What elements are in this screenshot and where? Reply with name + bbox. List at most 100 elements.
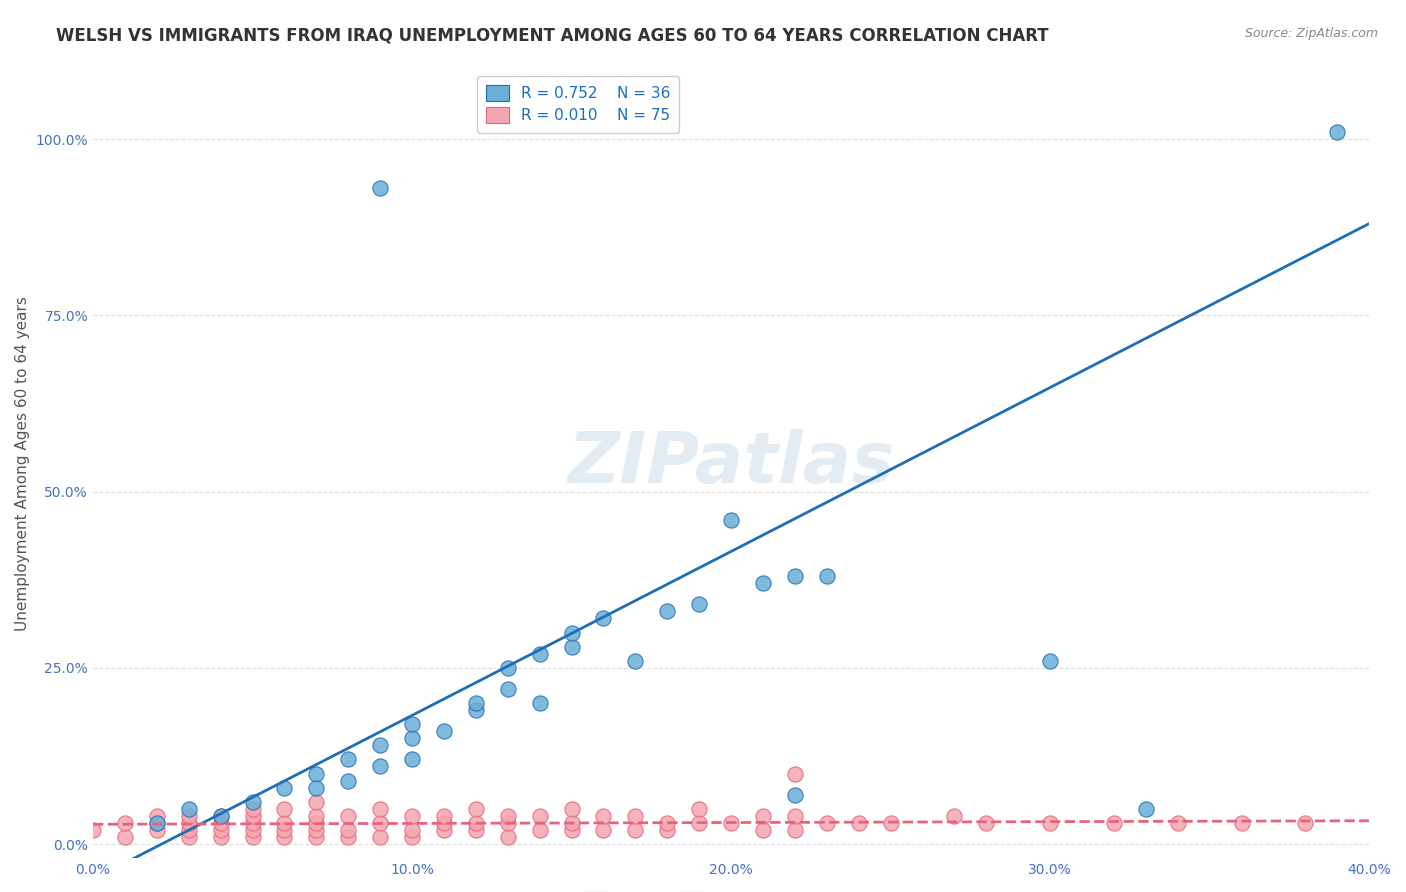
Point [1039, 816, 1062, 830]
Point [720, 816, 742, 830]
Point [1135, 802, 1157, 816]
Point [624, 654, 647, 668]
Point [209, 830, 232, 844]
Point [657, 816, 679, 830]
Text: WELSH VS IMMIGRANTS FROM IRAQ UNEMPLOYMENT AMONG AGES 60 TO 64 YEARS CORRELATION: WELSH VS IMMIGRANTS FROM IRAQ UNEMPLOYME… [56, 27, 1049, 45]
Point [209, 822, 232, 837]
Point [401, 752, 423, 766]
Point [464, 816, 486, 830]
Point [1230, 816, 1253, 830]
Point [1326, 125, 1348, 139]
Point [720, 513, 742, 527]
Point [242, 830, 264, 844]
Point [657, 604, 679, 618]
Point [368, 816, 391, 830]
Point [561, 822, 583, 837]
Point [496, 681, 519, 696]
Point [624, 822, 647, 837]
Point [305, 822, 328, 837]
Point [943, 809, 966, 823]
Point [433, 724, 456, 739]
Point [337, 830, 360, 844]
Point [624, 809, 647, 823]
Point [592, 822, 614, 837]
Point [1167, 816, 1189, 830]
Point [177, 809, 200, 823]
Point [464, 822, 486, 837]
Point [433, 816, 456, 830]
Point [1039, 654, 1062, 668]
Point [82, 822, 104, 837]
Point [146, 816, 169, 830]
Point [305, 795, 328, 809]
Point [561, 816, 583, 830]
Text: ZIPatlas: ZIPatlas [568, 429, 894, 498]
Point [688, 598, 710, 612]
Point [273, 830, 295, 844]
Point [273, 802, 295, 816]
Point [401, 830, 423, 844]
Point [368, 830, 391, 844]
Point [433, 809, 456, 823]
Point [783, 809, 806, 823]
Point [401, 809, 423, 823]
Point [177, 816, 200, 830]
Point [114, 816, 136, 830]
Point [529, 696, 551, 710]
Point [337, 773, 360, 788]
Point [783, 822, 806, 837]
Point [529, 647, 551, 661]
Point [209, 809, 232, 823]
Point [305, 766, 328, 780]
Point [752, 822, 775, 837]
Point [305, 809, 328, 823]
Point [401, 822, 423, 837]
Point [146, 816, 169, 830]
Point [561, 802, 583, 816]
Point [305, 830, 328, 844]
Point [561, 625, 583, 640]
Point [561, 640, 583, 654]
Point [433, 822, 456, 837]
Point [177, 830, 200, 844]
Point [848, 816, 870, 830]
Point [752, 809, 775, 823]
Point [242, 809, 264, 823]
Point [974, 816, 997, 830]
Point [529, 822, 551, 837]
Point [337, 809, 360, 823]
Point [464, 802, 486, 816]
Point [752, 576, 775, 591]
Point [496, 816, 519, 830]
Point [273, 816, 295, 830]
Point [337, 752, 360, 766]
Point [1294, 816, 1316, 830]
Point [177, 802, 200, 816]
Point [401, 717, 423, 731]
Point [337, 822, 360, 837]
Text: Source: ZipAtlas.com: Source: ZipAtlas.com [1244, 27, 1378, 40]
Point [242, 822, 264, 837]
Point [688, 816, 710, 830]
Point [209, 816, 232, 830]
Point [783, 788, 806, 802]
Point [1102, 816, 1125, 830]
Point [815, 569, 838, 583]
Point [146, 822, 169, 837]
Point [242, 795, 264, 809]
Point [242, 816, 264, 830]
Point [688, 802, 710, 816]
Point [401, 731, 423, 746]
Point [177, 822, 200, 837]
Point [529, 809, 551, 823]
Point [368, 181, 391, 195]
Point [368, 739, 391, 753]
Legend: Welsh, Immigrants from Iraq: Welsh, Immigrants from Iraq [578, 886, 884, 892]
Point [368, 802, 391, 816]
Point [114, 830, 136, 844]
Point [464, 696, 486, 710]
Point [496, 830, 519, 844]
Point [657, 822, 679, 837]
Point [305, 780, 328, 795]
Point [273, 780, 295, 795]
